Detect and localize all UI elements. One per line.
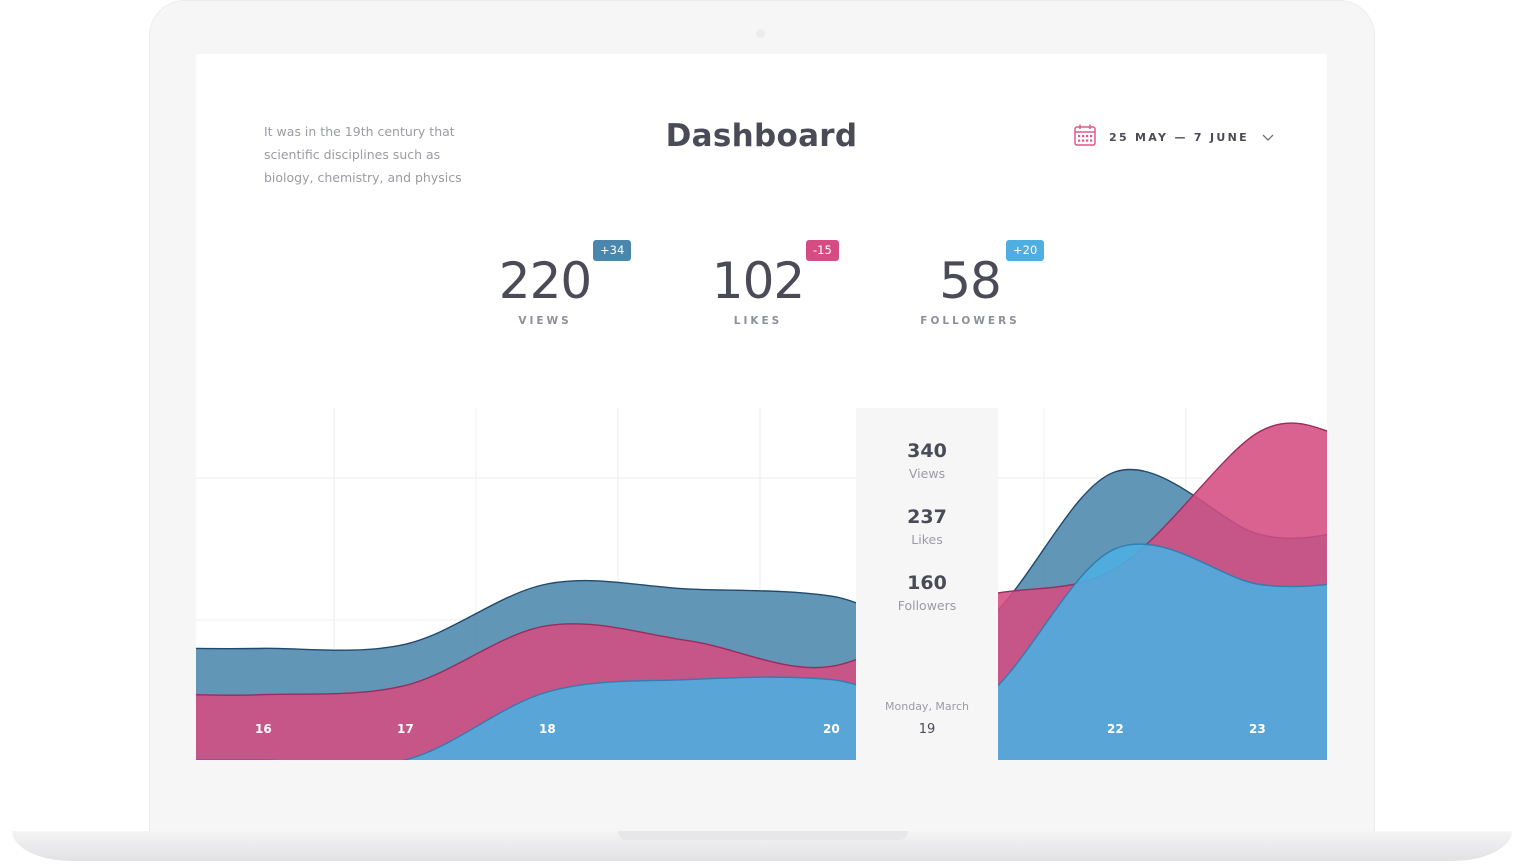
series-line-likes xyxy=(196,422,1327,696)
laptop-base-notch xyxy=(618,831,908,840)
tooltip-likes-value: 237 xyxy=(907,506,947,528)
tooltip-followers-label: Followers xyxy=(897,598,957,613)
intro-text: It was in the 19th century that scientif… xyxy=(264,124,462,185)
tooltip-views-value: 340 xyxy=(907,440,947,462)
stat-followers-change-badge: +20 xyxy=(1006,240,1045,261)
series-area-followers xyxy=(196,544,1327,760)
x-tick-label: 20 xyxy=(823,722,840,736)
stat-views-label: VIEWS xyxy=(518,315,572,327)
x-tick-label: 18 xyxy=(539,722,556,736)
stat-followers-value: 58 xyxy=(939,252,1002,310)
x-tick-label: 23 xyxy=(1249,722,1266,736)
page-title: Dashboard xyxy=(665,118,858,154)
date-range-label: 25 MAY — 7 JUNE xyxy=(1109,130,1249,144)
chart-tooltip: 340 Views 237 Likes 160 Followers Monday… xyxy=(856,408,998,760)
stat-views-change-badge: +34 xyxy=(593,240,632,261)
dashboard-screen: It was in the 19th century that scientif… xyxy=(196,54,1327,760)
tooltip-day: 19 xyxy=(918,722,936,737)
chevron-down-icon xyxy=(1261,128,1275,147)
tooltip-views-label: Views xyxy=(908,466,946,481)
x-tick-label: 16 xyxy=(255,722,272,736)
stat-followers-label: FOLLOWERS xyxy=(920,315,1020,327)
stat-views-value: 220 xyxy=(498,252,592,310)
tooltip-likes-label: Likes xyxy=(911,532,943,547)
x-tick-label: 17 xyxy=(397,722,414,736)
date-range-picker[interactable]: 25 MAY — 7 JUNE xyxy=(1073,124,1275,150)
webcam-dot xyxy=(756,29,765,38)
area-chart[interactable] xyxy=(196,408,1327,760)
area-chart-svg xyxy=(196,408,1327,760)
stat-followers: 58 FOLLOWERS +20 xyxy=(890,240,1050,327)
tooltip-date: Monday, March xyxy=(885,700,969,713)
stat-likes: 102 LIKES -15 xyxy=(678,240,839,327)
stat-likes-value: 102 xyxy=(711,252,805,310)
stat-likes-change-badge: -15 xyxy=(806,240,839,261)
stat-views: 220 VIEWS +34 xyxy=(465,240,632,327)
x-tick-label: 22 xyxy=(1107,722,1124,736)
series-line-views xyxy=(196,468,1327,651)
series-line-followers xyxy=(196,543,1327,760)
tooltip-followers-value: 160 xyxy=(907,572,947,594)
calendar-icon xyxy=(1073,123,1097,151)
stat-likes-label: LIKES xyxy=(733,315,783,327)
